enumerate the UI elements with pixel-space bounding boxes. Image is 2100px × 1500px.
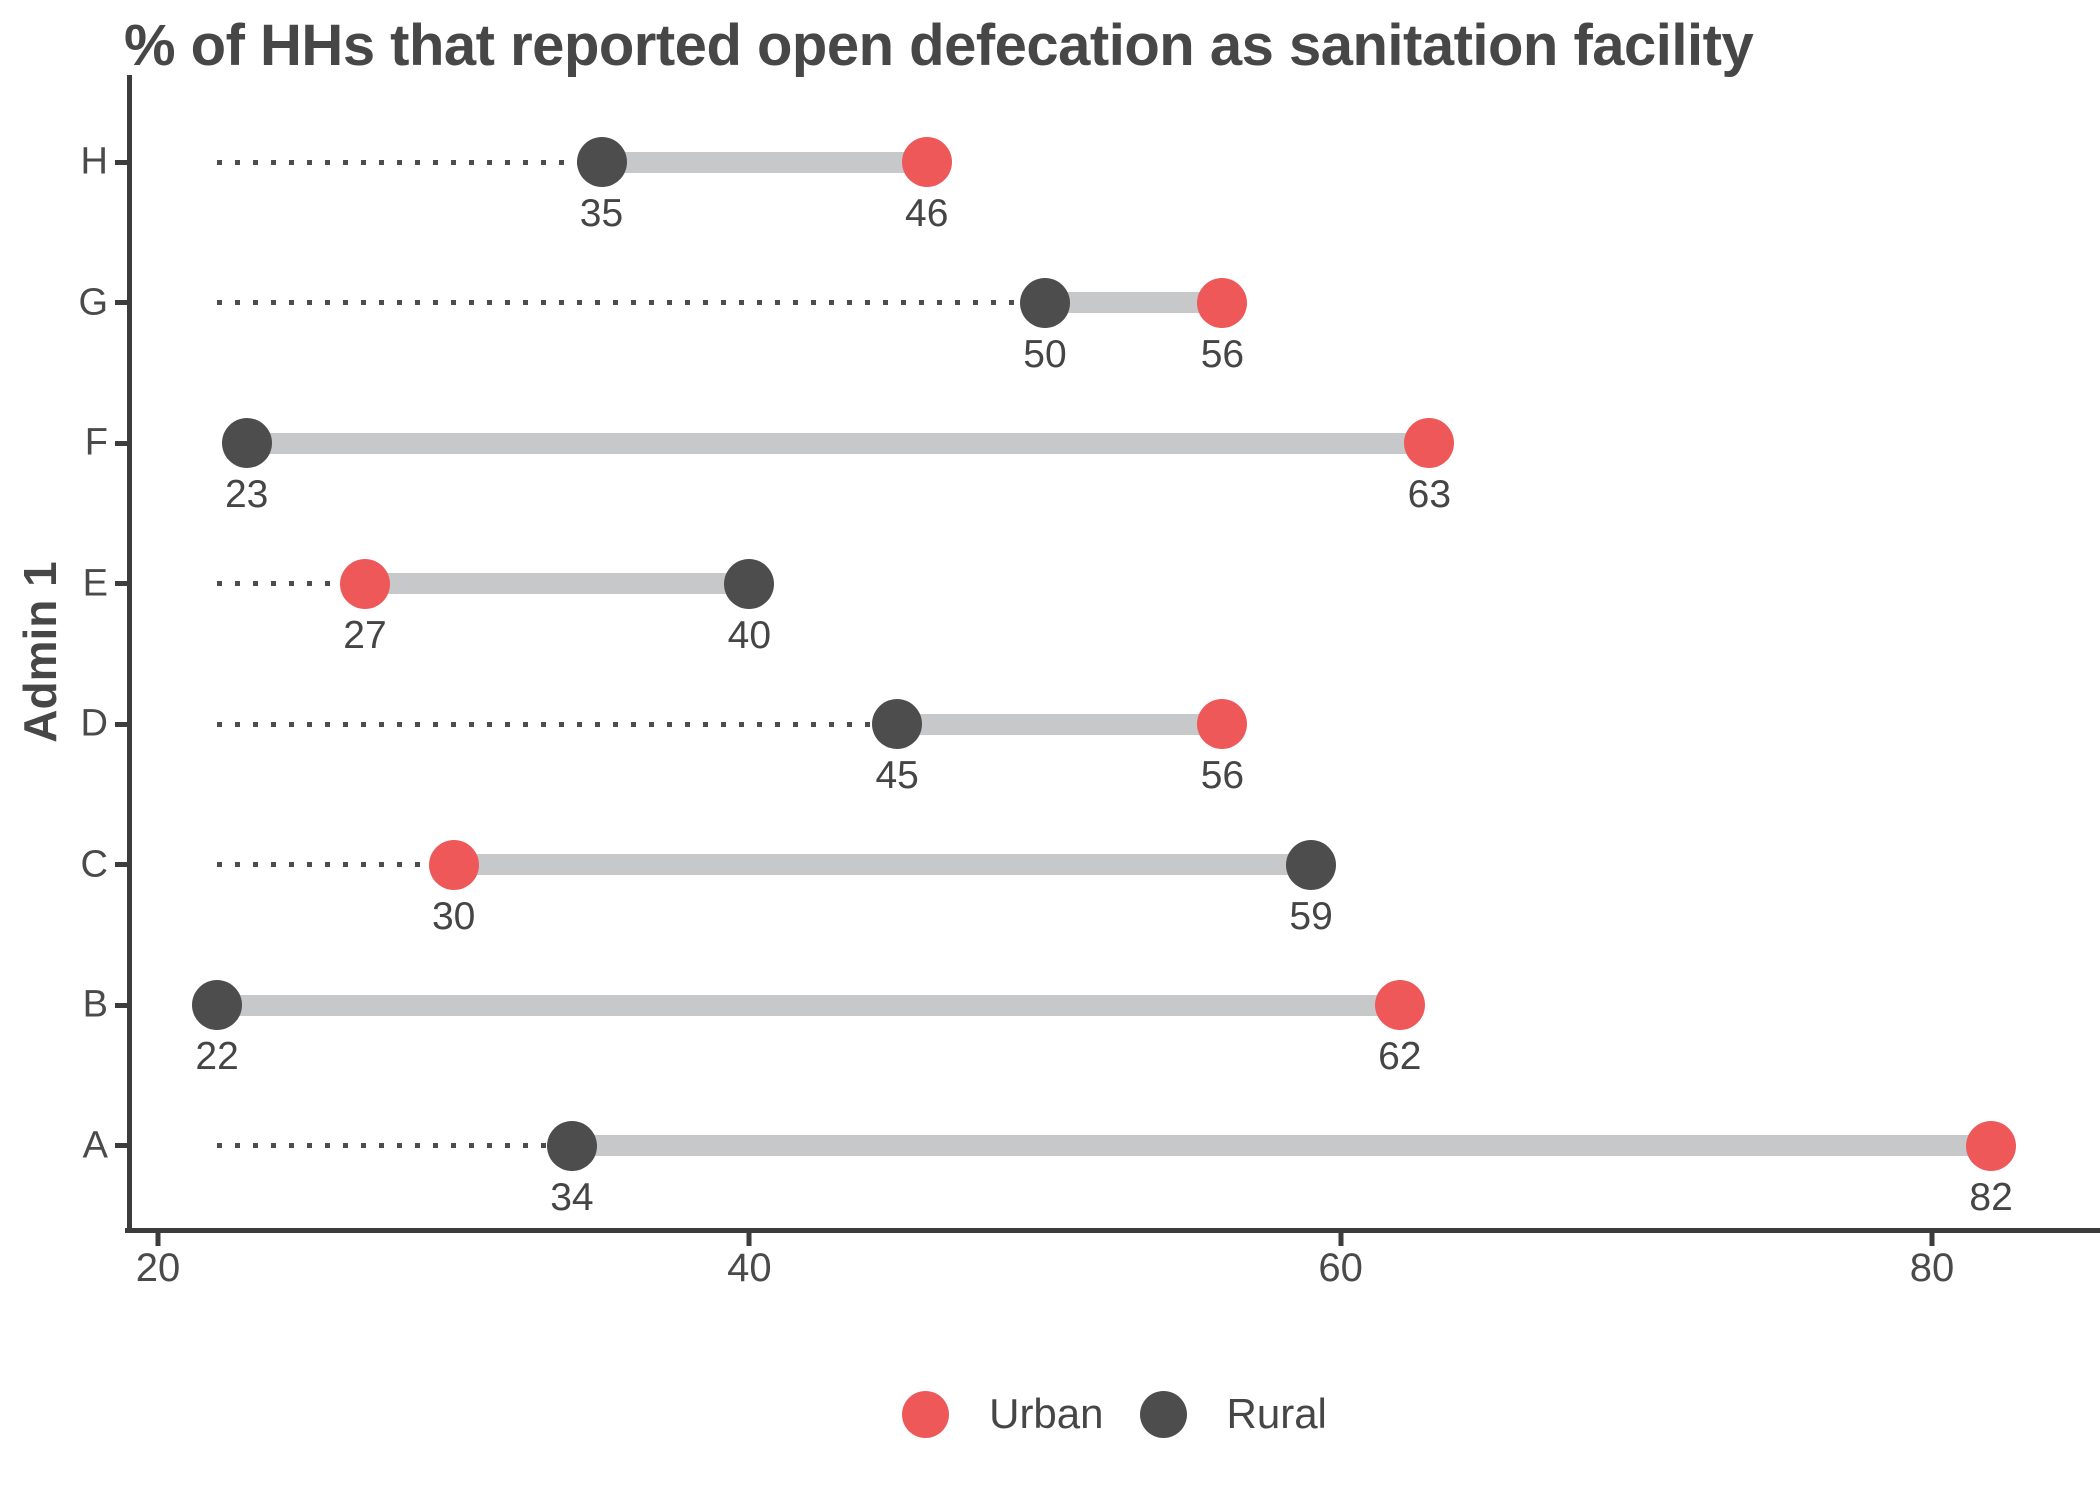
- rural-dot: [1020, 277, 1070, 328]
- rural-dot: [576, 137, 627, 187]
- value-label: 30: [431, 894, 476, 938]
- value-label: 59: [1289, 894, 1333, 938]
- dumbbell-band: [897, 713, 1223, 735]
- legend-item-urban: Urban: [902, 1390, 1104, 1438]
- value-label: 56: [1200, 332, 1245, 376]
- dumbbell-band: [571, 1135, 1992, 1157]
- value-label: 35: [579, 192, 624, 235]
- dumbbell-band: [601, 151, 927, 173]
- category-tick-label: E: [82, 562, 108, 605]
- leader-line: [217, 1143, 572, 1149]
- x-axis-line: [125, 1228, 2100, 1233]
- rural-dot: [546, 1120, 597, 1171]
- x-tick-label: 80: [1909, 1246, 1955, 1290]
- y-tick: [115, 862, 129, 868]
- urban-dot: [1197, 699, 1248, 750]
- chart-title: % of HHs that reported open defecation a…: [124, 13, 1754, 78]
- leader-line: [217, 721, 898, 727]
- category-tick-label: A: [82, 1124, 108, 1167]
- urban-legend-dot-icon: [902, 1390, 950, 1438]
- value-label: 34: [550, 1175, 594, 1219]
- value-label: 45: [875, 754, 919, 798]
- y-tick: [115, 1143, 129, 1149]
- category-tick-label: C: [80, 843, 108, 886]
- dumbbell-band: [217, 994, 1400, 1016]
- value-label: 50: [1023, 332, 1067, 376]
- value-label: 62: [1378, 1035, 1422, 1079]
- dumbbell-band: [453, 854, 1312, 876]
- urban-legend-label: Urban: [989, 1390, 1104, 1437]
- x-tick-label: 60: [1318, 1246, 1363, 1290]
- leader-line: [217, 581, 365, 587]
- rural-dot: [724, 558, 775, 609]
- urban-dot: [1197, 277, 1248, 328]
- rural-legend-label: Rural: [1226, 1390, 1327, 1437]
- rural-dot: [221, 418, 272, 469]
- x-tick: [1929, 1233, 1935, 1246]
- value-label: 82: [1969, 1175, 2013, 1219]
- dumbbell-band: [1045, 292, 1223, 314]
- value-label: 23: [224, 473, 269, 517]
- x-tick: [1338, 1233, 1344, 1246]
- urban-dot: [1374, 980, 1425, 1031]
- value-label: 22: [195, 1035, 239, 1079]
- category-tick-label: H: [80, 140, 108, 183]
- urban-dot: [339, 558, 390, 609]
- legend: Urban Rural: [129, 1390, 2100, 1438]
- y-tick: [115, 440, 129, 446]
- category-tick-label: G: [78, 281, 108, 324]
- value-label: 27: [343, 613, 387, 657]
- y-tick: [115, 581, 129, 587]
- rural-legend-dot-icon: [1139, 1390, 1187, 1438]
- x-tick-label: 40: [727, 1246, 772, 1290]
- category-tick-label: D: [80, 702, 108, 745]
- category-tick-label: F: [84, 421, 108, 464]
- leader-line: [217, 862, 454, 868]
- value-label: 46: [905, 192, 949, 235]
- value-label: 63: [1407, 473, 1452, 517]
- rural-dot: [192, 980, 243, 1031]
- x-tick: [155, 1233, 161, 1246]
- rural-dot: [1286, 839, 1337, 890]
- category-tick-label: B: [82, 983, 108, 1026]
- x-tick-label: 20: [135, 1246, 181, 1290]
- leader-line: [217, 300, 1045, 306]
- value-label: 40: [727, 613, 772, 657]
- urban-dot: [1966, 1120, 2017, 1171]
- value-label: 56: [1200, 754, 1245, 798]
- y-tick: [115, 300, 129, 306]
- dumbbell-band: [364, 573, 750, 595]
- y-tick: [115, 1002, 129, 1008]
- rural-dot: [872, 699, 923, 750]
- urban-dot: [901, 137, 952, 187]
- y-tick: [115, 721, 129, 727]
- urban-dot: [428, 839, 479, 890]
- y-axis-line: [127, 75, 132, 1233]
- legend-item-rural: Rural: [1139, 1390, 1327, 1438]
- urban-dot: [1404, 418, 1455, 469]
- x-tick: [746, 1233, 752, 1246]
- leader-line: [217, 159, 602, 165]
- y-tick: [115, 159, 129, 165]
- dumbbell-band: [246, 432, 1430, 454]
